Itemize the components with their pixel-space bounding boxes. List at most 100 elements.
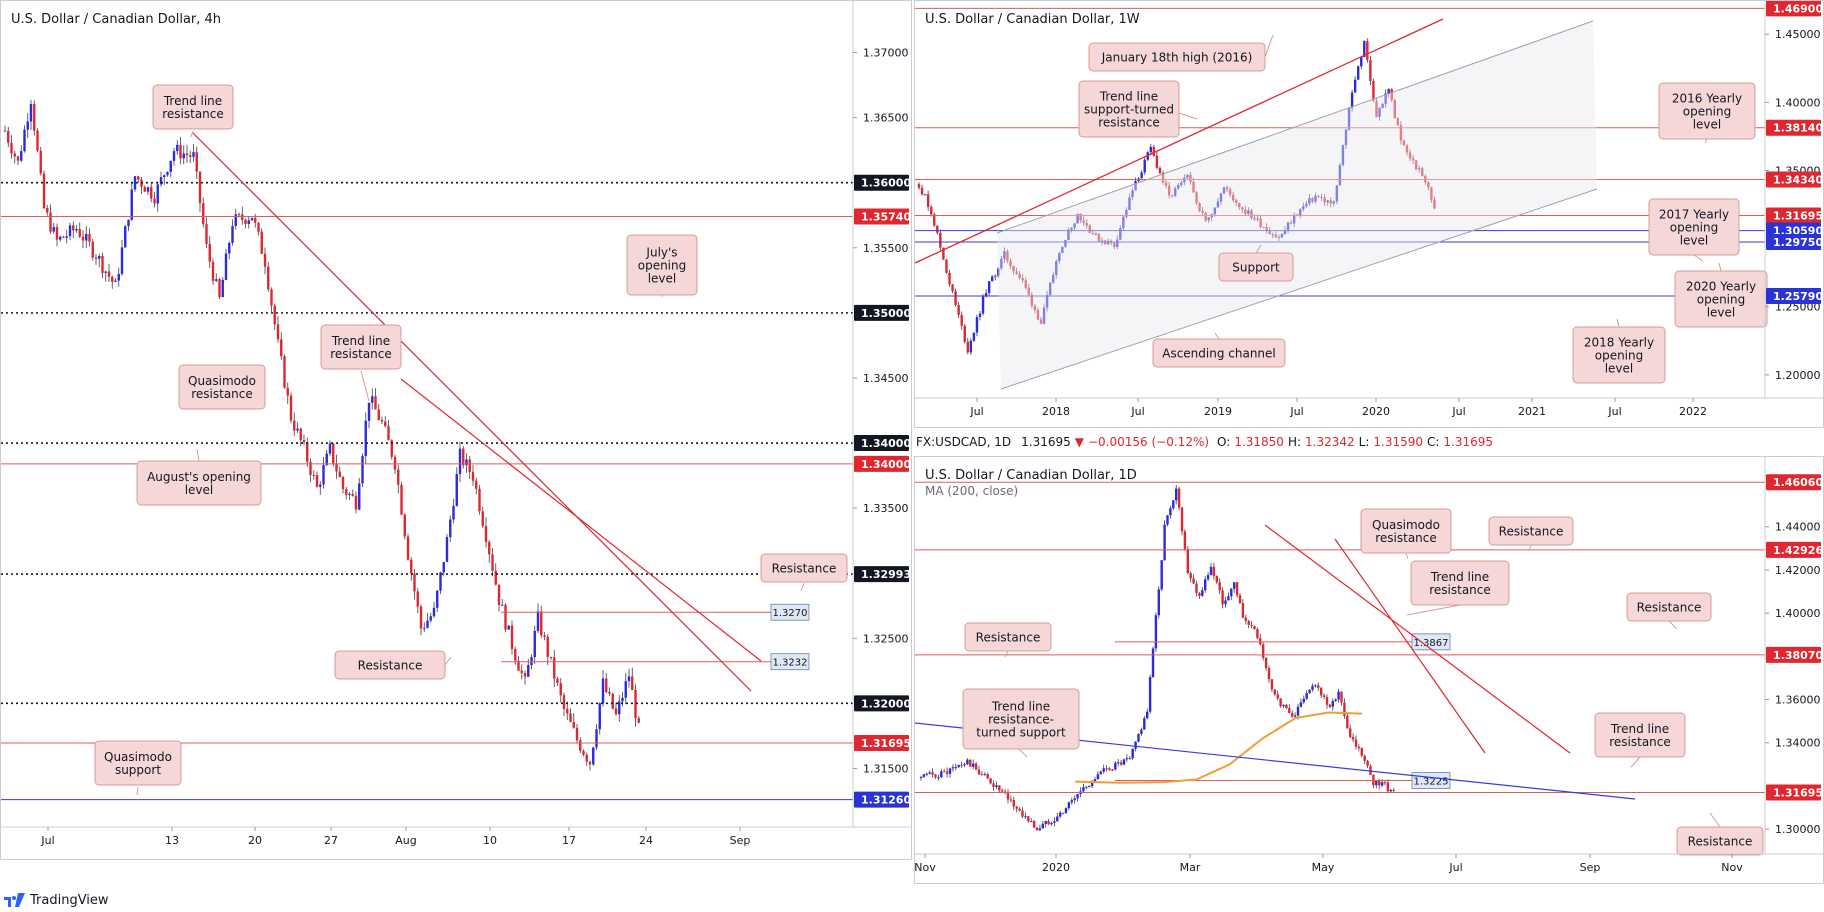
x-tick-label: Jul (1289, 405, 1303, 418)
candle-body (364, 420, 367, 457)
annotation-label: 2016 Yearly opening level (1672, 92, 1742, 132)
candle-body (917, 184, 921, 188)
candle-body (1195, 192, 1198, 204)
price-tag (1766, 646, 1821, 663)
candle-body (419, 606, 423, 629)
candle-body (1108, 768, 1111, 771)
chart-1d[interactable]: 1.3867 1.3225 Quasimodo resistance Resistan… (914, 456, 1824, 884)
tradingview-brand[interactable]: TradingView (4, 890, 109, 910)
candle-body (1393, 100, 1396, 119)
candle-body (1155, 155, 1159, 168)
candle-body (413, 573, 416, 592)
candle-body (1082, 220, 1085, 223)
label-callout (800, 582, 805, 592)
candle-body (1262, 227, 1265, 229)
candle-body (101, 255, 104, 273)
candle-body (1189, 573, 1192, 579)
candle-body (601, 678, 605, 704)
candle-body (1216, 201, 1220, 208)
candle-body (951, 767, 955, 769)
x-tick-label: Nov (1721, 861, 1743, 874)
candle-body (1256, 218, 1259, 220)
candle-body (627, 676, 631, 682)
candle-body (374, 396, 377, 410)
annotation-label: July's opening level (638, 246, 687, 286)
candle-body (85, 233, 88, 241)
trendline-resistance (192, 132, 752, 692)
candle-body (1186, 549, 1189, 574)
candle-body (1096, 774, 1100, 780)
candle-body (1018, 273, 1021, 278)
candle-body (312, 474, 315, 476)
candle-body (1369, 765, 1372, 776)
candle-body (1154, 615, 1158, 649)
candle-body (631, 676, 634, 691)
annotation-box (1626, 592, 1712, 622)
candle-body (397, 469, 400, 485)
candle-body (354, 495, 358, 510)
candle-body (23, 129, 26, 152)
candle-body (1088, 225, 1091, 233)
label-callout (444, 656, 452, 666)
candle-body (928, 772, 931, 774)
candle-body (1137, 733, 1140, 742)
candle-body (1405, 145, 1409, 153)
chart-4h[interactable]: 1.3270 1.3232 Trend line resistance July's o… (0, 0, 912, 860)
candle-body (1021, 810, 1024, 817)
candle-body (585, 754, 588, 762)
small-tag (770, 603, 810, 621)
candle-body (1067, 802, 1071, 809)
candle-body (33, 104, 36, 131)
candle-body (549, 656, 553, 658)
candle-body (328, 443, 332, 454)
candle-body (1378, 780, 1381, 786)
last-price: 1.31695 (1021, 435, 1071, 449)
trendline-resistance (400, 378, 762, 662)
candle-body (954, 767, 957, 769)
candle-body (1250, 210, 1253, 219)
candle-body (943, 771, 946, 773)
candle-body (960, 314, 963, 326)
candle-body (1378, 107, 1381, 117)
chart-1w-canvas[interactable]: January 18th high (2016) Trend line suppor… (914, 0, 1823, 427)
candle-body (163, 175, 166, 178)
candle-body (1116, 239, 1119, 247)
candle-body (1061, 812, 1065, 814)
candle-body (439, 572, 442, 591)
chart-4h-canvas[interactable]: 1.3270 1.3232 Trend line resistance July's o… (1, 1, 911, 859)
candle-body (1032, 821, 1036, 828)
candle-body (624, 681, 627, 698)
candle-body (166, 171, 169, 176)
candle-body (556, 678, 559, 683)
candle-body (215, 279, 218, 281)
y-tick-label: 1.34500 (863, 372, 909, 385)
candle-body (1085, 222, 1088, 226)
label-callout (1528, 544, 1532, 552)
candle-body (393, 456, 397, 470)
y-tick-label: 1.25000 (1775, 301, 1821, 314)
x-tick-label: Aug (395, 834, 416, 847)
annotation-label: Quasimodo resistance (188, 374, 256, 401)
annotation-label: 2017 Yearly opening level (1659, 208, 1729, 248)
annotation-label: Trend line resistance (1609, 722, 1671, 749)
candle-body (1241, 207, 1244, 210)
price-tag-label: 1.35740 (861, 211, 911, 224)
label-callout (1693, 254, 1704, 262)
candle-body (1322, 695, 1326, 697)
candle-body (1227, 596, 1230, 601)
candle-body (1100, 240, 1104, 242)
candle-body (484, 525, 488, 542)
chart-1w[interactable]: January 18th high (2016) Trend line suppor… (914, 0, 1824, 428)
price-tag (1766, 234, 1821, 251)
candle-body (1273, 689, 1276, 695)
candle-body (1387, 89, 1390, 94)
label-callout (360, 370, 370, 402)
chart-1d-canvas[interactable]: 1.3867 1.3225 Quasimodo resistance Resistan… (914, 457, 1823, 883)
candle-body (403, 514, 406, 537)
candle-body (940, 771, 943, 778)
symbol-label: FX:USDCAD, 1D (916, 435, 1012, 449)
candle-body (1170, 195, 1174, 197)
candle-body (1347, 108, 1351, 130)
x-tick-label: Nov (915, 861, 936, 874)
candle-body (1061, 246, 1064, 254)
